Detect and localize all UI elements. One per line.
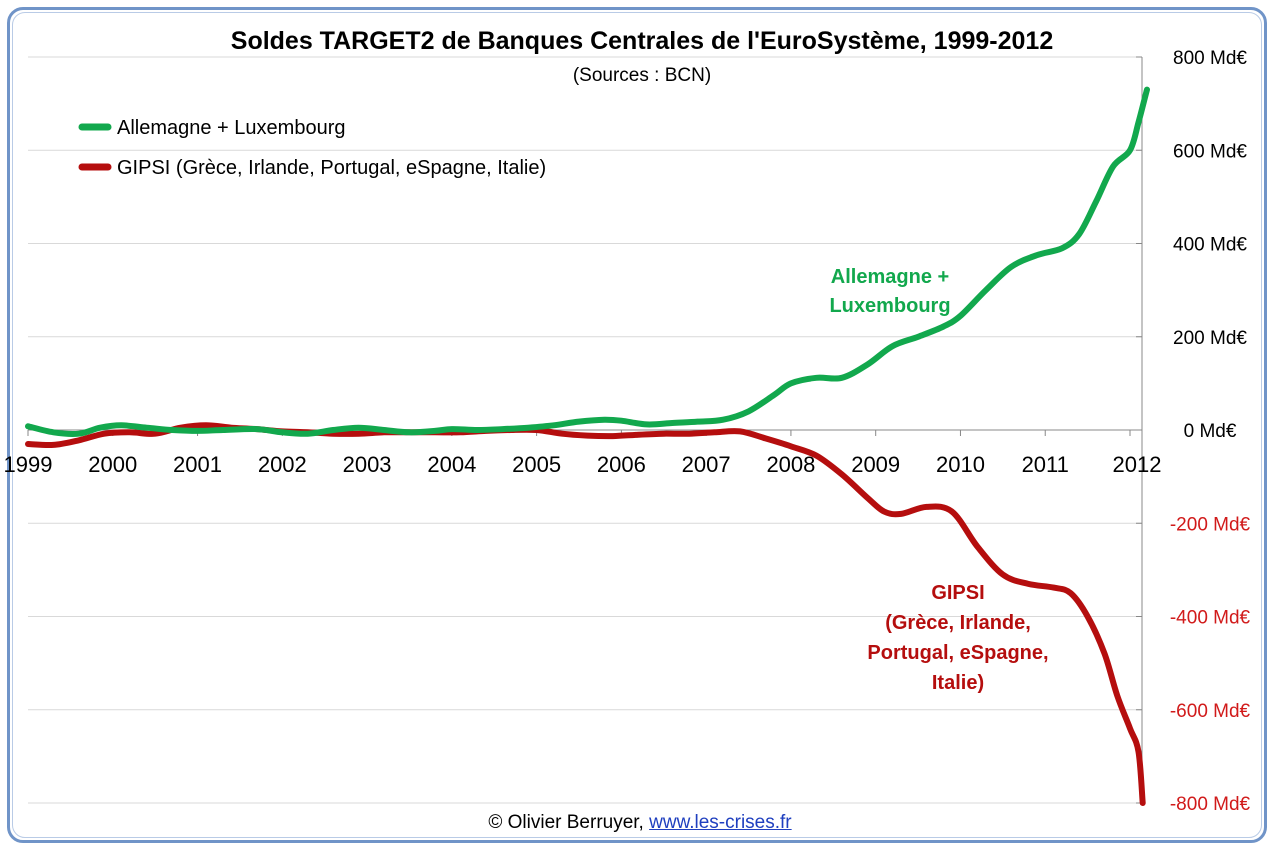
x-tick-label: 2006 [597,452,646,477]
y-tick-label: 800 Md€ [1173,48,1247,69]
legend-label: GIPSI (Grèce, Irlande, Portugal, eSpagne… [117,157,546,179]
x-tick-label: 2005 [512,452,561,477]
x-tick-label: 2009 [851,452,900,477]
series-line-allemagne [25,86,1150,438]
legend-label: Allemagne + Luxembourg [117,117,345,139]
series-annotation: Luxembourg [829,295,950,317]
x-tick-label: 2010 [936,452,985,477]
x-tick-label: 2007 [682,452,731,477]
credit-line: © Olivier Berruyer, www.les-crises.fr [0,812,1280,834]
series-annotation: Italie) [932,672,984,694]
x-tick-label: 2000 [88,452,137,477]
y-tick-label: 0 Md€ [1184,421,1237,442]
x-tick-label: 2004 [427,452,476,477]
x-tick-label: 2008 [766,452,815,477]
y-tick-label: -600 Md€ [1170,701,1251,722]
x-tick-label: 2011 [1022,452,1069,477]
y-tick-label: -800 Md€ [1170,794,1251,815]
y-tick-label: 600 Md€ [1173,141,1247,162]
x-tick-label: 2002 [258,452,307,477]
series-annotation: Allemagne + [831,266,949,288]
y-tick-label: -400 Md€ [1170,608,1251,629]
series-annotation: Portugal, eSpagne, [867,642,1048,664]
series-annotation: GIPSI [931,582,984,604]
series-annotation: (Grèce, Irlande, [885,612,1031,634]
chart-subtitle: (Sources : BCN) [573,65,711,86]
x-tick-label: 2012 [1113,452,1162,477]
y-tick-label: 200 Md€ [1173,328,1247,349]
chart-title: Soldes TARGET2 de Banques Centrales de l… [231,27,1053,55]
x-tick-label: 1999 [4,452,53,477]
credit-text: © Olivier Berruyer, [488,812,650,833]
y-tick-label: 400 Md€ [1173,235,1247,256]
x-tick-label: 2003 [343,452,392,477]
credit-link[interactable]: www.les-crises.fr [649,812,792,833]
y-tick-label: -200 Md€ [1170,514,1251,535]
x-tick-label: 2001 [173,452,222,477]
